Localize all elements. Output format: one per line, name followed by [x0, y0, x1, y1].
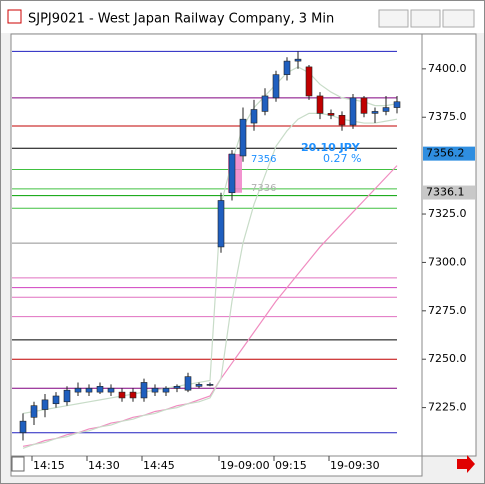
- change-annotation: 20.10 JPY: [301, 141, 361, 154]
- candle-body: [96, 386, 104, 393]
- candle-body: [327, 113, 335, 116]
- candle-body: [74, 387, 82, 393]
- candle-body: [393, 101, 401, 108]
- candle-body: [217, 200, 225, 248]
- y-tick-label: 7300.0: [428, 255, 467, 268]
- candle-body: [239, 118, 247, 157]
- candle-body: [41, 399, 49, 410]
- x-tick-label: 14:30: [88, 459, 120, 472]
- high-annotation: 7356: [251, 154, 276, 165]
- window-title: SJPJ9021 - West Japan Railway Company, 3…: [28, 12, 334, 27]
- close-button[interactable]: [442, 9, 475, 28]
- maximize-button[interactable]: [410, 9, 441, 28]
- indicator-line: [22, 66, 398, 415]
- x-tick-label: 19-09:00: [220, 459, 270, 472]
- candle-body: [107, 387, 115, 393]
- candle-body: [228, 153, 236, 194]
- indicator-line: [22, 165, 398, 447]
- scroll-box[interactable]: [11, 456, 25, 472]
- candle-body: [294, 58, 302, 62]
- low-annotation: 7336: [251, 183, 276, 194]
- time-axis: [10, 455, 423, 477]
- y-tick-label: 7375.0: [428, 110, 467, 123]
- candle-body: [195, 384, 203, 387]
- candle-body: [85, 387, 93, 393]
- candle-body: [173, 386, 181, 389]
- price-axis: [421, 33, 477, 457]
- x-tick-label: 14:15: [33, 459, 65, 472]
- candle-body: [30, 405, 38, 418]
- candle-body: [151, 387, 159, 393]
- y-tick-label: 7325.0: [428, 207, 467, 220]
- candle-body: [382, 107, 390, 112]
- candle-body: [206, 384, 214, 386]
- candle-body: [261, 95, 269, 112]
- plot-area: [10, 33, 423, 457]
- candle-body: [162, 387, 170, 393]
- x-tick-label: 09:15: [275, 459, 307, 472]
- minimize-button[interactable]: [378, 9, 409, 28]
- app-icon: [7, 9, 22, 24]
- candle-body: [305, 66, 313, 97]
- candle-body: [316, 95, 324, 114]
- candle-body: [272, 74, 280, 99]
- candle-body: [140, 382, 148, 399]
- candle-body: [63, 389, 71, 403]
- indicator-line: [22, 112, 398, 449]
- candle-body: [52, 395, 60, 405]
- candle-body: [250, 109, 258, 124]
- candle-body: [360, 97, 368, 114]
- percent-annotation: 0.27 %: [323, 152, 361, 165]
- candle-body: [283, 60, 291, 75]
- y-tick-label: 7275.0: [428, 304, 467, 317]
- candle-body: [349, 97, 357, 126]
- y-tick-label: 7225.0: [428, 401, 467, 414]
- y-tick-label: 7400.0: [428, 62, 467, 75]
- candle-body: [184, 376, 192, 391]
- candle-body: [118, 391, 126, 399]
- scroll-arrow[interactable]: [457, 455, 475, 473]
- candle-body: [338, 115, 346, 126]
- candle-body: [19, 420, 27, 434]
- x-tick-label: 19-09:30: [330, 459, 380, 472]
- y-tick-label: 7250.0: [428, 352, 467, 365]
- candle-body: [129, 391, 137, 399]
- price-marker: [423, 185, 475, 200]
- price-marker-label: 7336.1: [426, 186, 465, 199]
- x-tick-label: 14:45: [143, 459, 175, 472]
- candle-body: [371, 111, 379, 114]
- price-marker: [423, 146, 475, 161]
- price-marker-label: 7356.2: [426, 147, 465, 160]
